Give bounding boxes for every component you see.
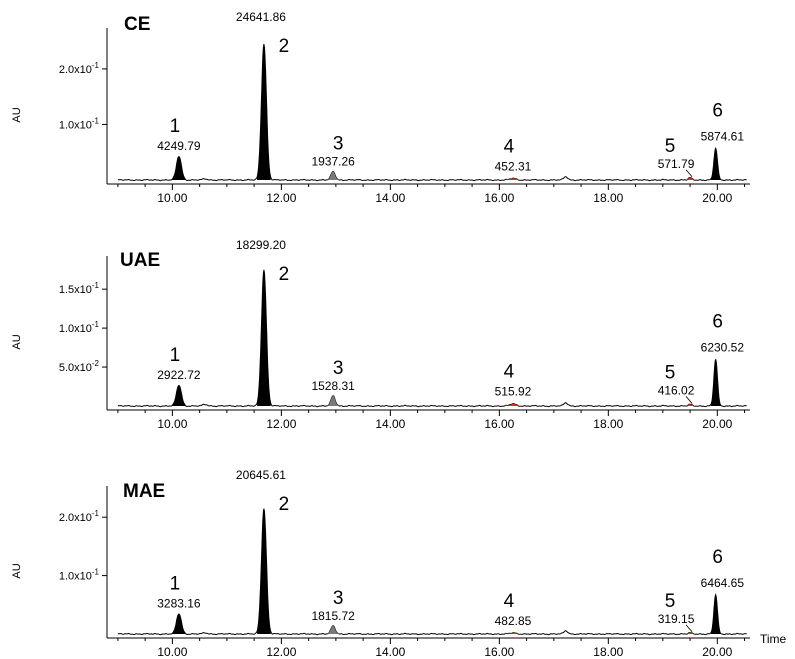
uae-peak-4-area bbox=[505, 403, 521, 407]
mae-x-tick-label: 14.00 bbox=[375, 645, 405, 659]
uae-peak-4-number: 4 bbox=[504, 362, 515, 383]
uae-x-tick-label: 12.00 bbox=[266, 417, 296, 431]
ce-trace-line bbox=[117, 44, 747, 182]
mae-panel-title: MAE bbox=[123, 481, 165, 502]
mae-x-tick-label: 18.00 bbox=[593, 645, 623, 659]
mae-y-tick-label: 2.0x10-1 bbox=[59, 509, 100, 524]
uae-peak-5-number: 5 bbox=[665, 362, 676, 383]
mae-peak-3-number: 3 bbox=[333, 588, 344, 609]
uae-peak-4-area-label: 515.92 bbox=[495, 385, 532, 399]
mae-y-tick-label: 1.0x10-1 bbox=[59, 568, 100, 583]
mae-y-axis-label: AU bbox=[11, 563, 23, 578]
mae-peak-5-area bbox=[685, 632, 695, 635]
uae-peak-6-area-label: 6230.52 bbox=[701, 340, 745, 354]
uae-peak-1-area-label: 2922.72 bbox=[157, 368, 201, 382]
ce-x-tick-label: 16.00 bbox=[484, 191, 514, 205]
uae-x-tick-label: 16.00 bbox=[484, 417, 514, 431]
mae-peak-1-area bbox=[172, 614, 186, 634]
ce-peak-5-area bbox=[685, 177, 695, 181]
mae-peak-2-area bbox=[257, 508, 271, 634]
ce-peak-1-number: 1 bbox=[170, 116, 181, 137]
ce-peak-2-number: 2 bbox=[279, 36, 290, 57]
mae-x-tick-label: 10.00 bbox=[157, 645, 187, 659]
mae-peak-5-area-label: 319.15 bbox=[658, 612, 695, 626]
ce-peak-1-area-label: 4249.79 bbox=[157, 139, 201, 153]
uae-peak-5-area bbox=[685, 404, 695, 407]
mae-x-tick-label: 20.00 bbox=[702, 645, 732, 659]
ce-peak-1-area bbox=[172, 156, 186, 180]
uae-x-tick-label: 14.00 bbox=[375, 417, 405, 431]
uae-x-tick-label: 20.00 bbox=[702, 417, 732, 431]
ce-x-tick-label: 10.00 bbox=[157, 191, 187, 205]
ce-y-axis-label: AU bbox=[11, 107, 23, 122]
ce-x-tick-label: 18.00 bbox=[593, 191, 623, 205]
uae-peak-3-area bbox=[327, 395, 339, 406]
ce-peak-6-number: 6 bbox=[712, 100, 723, 121]
uae-peak-3-area-label: 1528.31 bbox=[311, 379, 355, 393]
mae-x-axis-label: Time bbox=[760, 632, 787, 646]
uae-peak-1-number: 1 bbox=[170, 345, 181, 366]
uae-y-tick-label: 1.5x10-1 bbox=[59, 281, 100, 296]
panel-mae: 10.00 12.00 14.00 16.00 18.00 20.00 1.0x10-1 2.… bbox=[11, 468, 787, 659]
mae-peak-3-area-label: 1815.72 bbox=[311, 609, 355, 623]
uae-peak-3-number: 3 bbox=[333, 358, 344, 379]
ce-panel-title: CE bbox=[124, 14, 150, 35]
uae-x-tick-label: 10.00 bbox=[157, 417, 187, 431]
ce-peak-3-area-label: 1937.26 bbox=[311, 155, 355, 169]
ce-peak-5-area-label: 571.79 bbox=[658, 157, 695, 171]
panel-uae: 10.00 12.00 14.00 16.00 18.00 20.00 5.0x10-2 1.… bbox=[11, 238, 750, 431]
mae-peak-2-number: 2 bbox=[279, 494, 290, 515]
panel-ce: 10.00 12.00 14.00 16.00 18.00 20.00 1.0x10-1 2.… bbox=[11, 10, 750, 205]
mae-peak-1-number: 1 bbox=[170, 574, 181, 595]
mae-peak-4-number: 4 bbox=[504, 591, 515, 612]
ce-x-tick-label: 12.00 bbox=[266, 191, 296, 205]
mae-peak-6-area-label: 6464.65 bbox=[701, 576, 745, 590]
uae-peak-6-area bbox=[710, 359, 721, 406]
uae-y-tick-label: 5.0x10-2 bbox=[59, 359, 100, 374]
uae-y-tick-label: 1.0x10-1 bbox=[59, 320, 100, 335]
ce-y-tick-label: 1.0x10-1 bbox=[59, 116, 100, 131]
uae-peak-6-number: 6 bbox=[712, 311, 723, 332]
uae-peak-2-number: 2 bbox=[279, 264, 290, 285]
ce-peak-5-leader bbox=[685, 169, 693, 178]
ce-x-tick-label: 20.00 bbox=[702, 191, 732, 205]
uae-peak-5-area-label: 416.02 bbox=[658, 383, 695, 397]
ce-peak-3-number: 3 bbox=[333, 134, 344, 155]
ce-peak-2-area bbox=[257, 44, 271, 180]
ce-peak-2-area-label: 24641.86 bbox=[236, 10, 286, 24]
ce-peak-4-number: 4 bbox=[504, 136, 515, 157]
uae-peak-2-area-label: 18299.20 bbox=[236, 238, 286, 252]
ce-x-tick-label: 14.00 bbox=[375, 191, 405, 205]
mae-trace-line bbox=[117, 508, 747, 636]
mae-peak-6-number: 6 bbox=[712, 547, 723, 568]
uae-panel-title: UAE bbox=[120, 250, 160, 271]
mae-peak-6-area bbox=[710, 594, 721, 634]
ce-y-tick-label: 2.0x10-1 bbox=[59, 61, 100, 76]
mae-peak-5-leader bbox=[685, 624, 693, 633]
ce-peak-6-area-label: 5874.61 bbox=[701, 129, 745, 143]
ce-peak-6-area bbox=[710, 148, 721, 180]
mae-peak-5-number: 5 bbox=[665, 591, 676, 612]
ce-peak-4-area-label: 452.31 bbox=[495, 159, 532, 173]
mae-x-tick-label: 16.00 bbox=[484, 645, 514, 659]
mae-peak-4-area-label: 482.85 bbox=[495, 614, 532, 628]
uae-peak-5-leader bbox=[685, 396, 693, 404]
mae-peak-2-area-label: 20645.61 bbox=[236, 468, 286, 482]
mae-x-tick-label: 12.00 bbox=[266, 645, 296, 659]
ce-peak-3-area bbox=[327, 171, 339, 180]
uae-x-tick-label: 18.00 bbox=[593, 417, 623, 431]
uae-trace-line bbox=[117, 269, 747, 408]
uae-peak-2-area bbox=[257, 269, 271, 406]
ce-peak-5-number: 5 bbox=[665, 136, 676, 157]
ce-peak-4-area bbox=[505, 178, 521, 181]
mae-peak-3-area bbox=[327, 625, 339, 634]
mae-peak-1-area-label: 3283.16 bbox=[157, 597, 201, 611]
uae-peak-1-area bbox=[172, 385, 186, 406]
mae-peak-4-area bbox=[505, 632, 521, 635]
uae-y-axis-label: AU bbox=[11, 334, 23, 349]
